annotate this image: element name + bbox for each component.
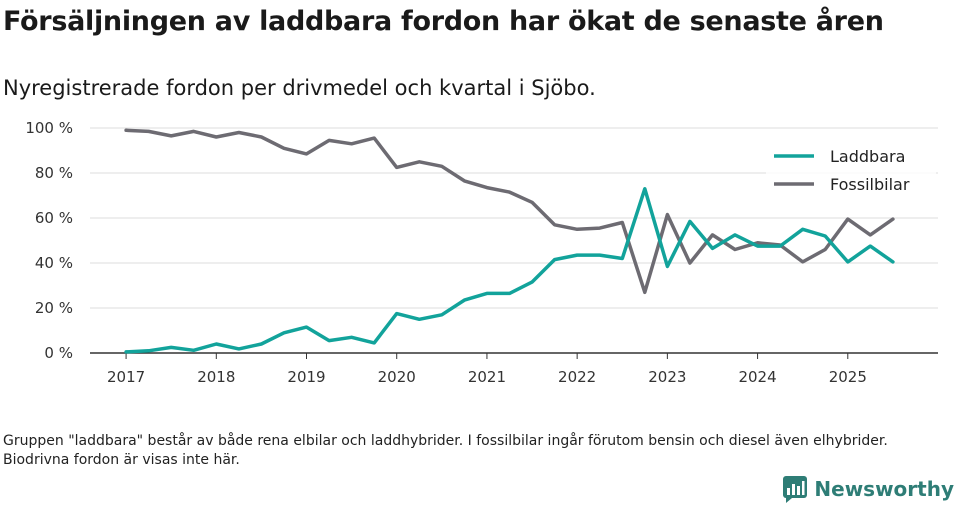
line-chart: 0 % 20 % 40 % 60 % 80 % 100 % 2017 2018 2019 202… (25, 119, 938, 386)
legend: Laddbara Fossilbilar (766, 140, 936, 202)
newsworthy-logo-icon (783, 476, 808, 503)
x-tick-label: 2021 (468, 368, 506, 386)
x-tick-label: 2022 (558, 368, 596, 386)
y-tick-label: 80 % (35, 164, 73, 182)
x-tick-label: 2023 (648, 368, 686, 386)
y-tick-label: 20 % (35, 299, 73, 317)
chart-title: Försäljningen av laddbara fordon har öka… (3, 6, 884, 37)
x-tick-label: 2018 (197, 368, 235, 386)
legend-label-laddbara: Laddbara (830, 147, 905, 166)
y-tick-label: 60 % (35, 209, 73, 227)
legend-label-fossilbilar: Fossilbilar (830, 175, 910, 194)
x-axis-ticks: 2017 2018 2019 2020 2021 2022 2023 2024 2025 (107, 353, 867, 386)
x-tick-label: 2017 (107, 368, 145, 386)
footnote: Gruppen "laddbara" består av både rena e… (3, 433, 888, 468)
brand-logo: Newsworthy (782, 475, 954, 503)
series-lines (124, 128, 895, 354)
series-line-laddbara (124, 187, 895, 354)
x-tick-label: 2025 (829, 368, 867, 386)
x-tick-label: 2024 (738, 368, 776, 386)
brand-name: Newsworthy (814, 477, 954, 501)
chart-subtitle: Nyregistrerade fordon per drivmedel och … (3, 76, 596, 100)
x-tick-label: 2019 (287, 368, 325, 386)
x-tick-label: 2020 (378, 368, 416, 386)
y-tick-label: 40 % (35, 254, 73, 272)
series-line-fossilbilar (124, 128, 895, 295)
y-axis-ticks: 0 % 20 % 40 % 60 % 80 % 100 % (25, 119, 73, 362)
y-tick-label: 0 % (44, 344, 73, 362)
y-tick-label: 100 % (25, 119, 73, 137)
legend-background (766, 140, 936, 202)
